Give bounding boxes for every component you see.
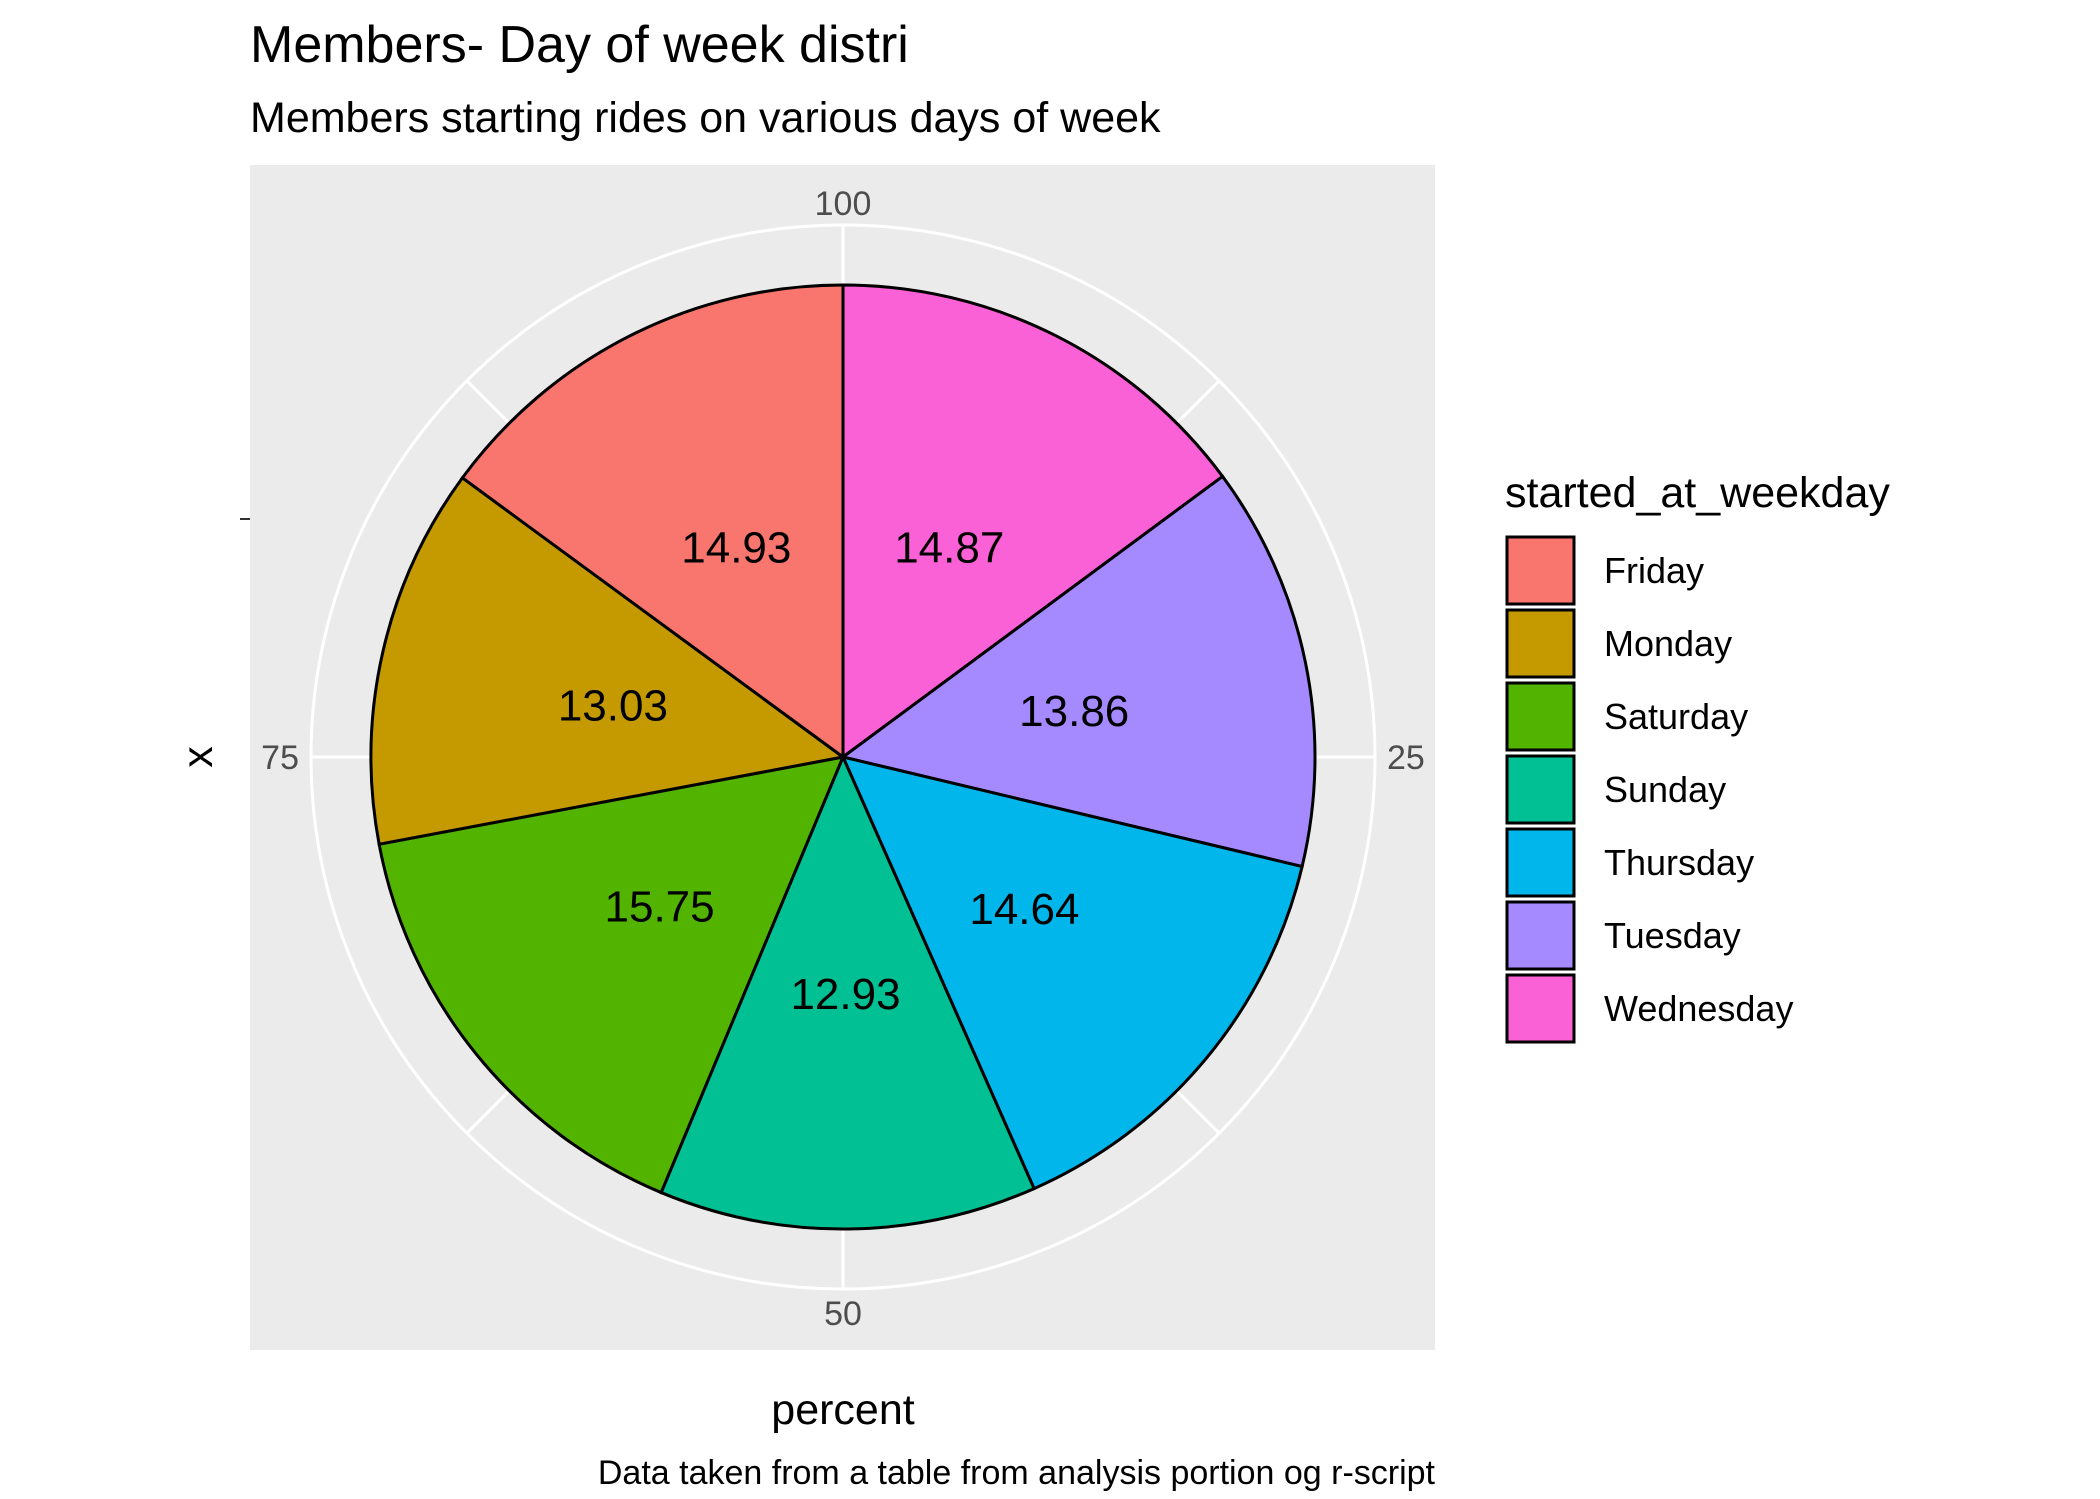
slice-thursday [840, 754, 1304, 1191]
polar-grid [309, 223, 1377, 1291]
legend-label-sunday: Sunday [1604, 769, 1726, 810]
data-label-sunday: 12.93 [790, 970, 900, 1019]
pie-slices [369, 283, 1317, 1231]
legend-key-wednesday [1505, 973, 1576, 1044]
chart-subtitle: Members starting rides on various days o… [250, 94, 1161, 142]
theta-tick-label: 25 [1387, 739, 1425, 777]
legend-label-monday: Monday [1604, 623, 1732, 664]
slice-monday [369, 475, 847, 846]
theta-tick-label: 75 [261, 739, 299, 777]
theta-ticks: 100 25 50 75 [261, 185, 1425, 1333]
data-label-friday: 14.93 [681, 523, 791, 572]
legend-key-saturday [1505, 681, 1576, 752]
y-axis-title: x [174, 746, 222, 768]
legend-label-saturday: Saturday [1604, 696, 1748, 737]
legend-key-monday [1505, 608, 1576, 679]
slice-sunday [659, 753, 1037, 1231]
legend-label-tuesday: Tuesday [1604, 915, 1741, 956]
theta-tick-label: 50 [824, 1295, 862, 1333]
legend-label-friday: Friday [1604, 550, 1704, 591]
data-label-thursday: 14.64 [969, 885, 1079, 934]
legend-label-thursday: Thursday [1604, 842, 1754, 883]
legend-key-sunday [1505, 754, 1576, 825]
data-label-monday: 13.03 [558, 682, 668, 731]
data-label-tuesday: 13.86 [1019, 687, 1129, 736]
legend: Friday Monday Saturday Sunday Thursday Tuesda… [1505, 535, 1793, 1044]
data-label-saturday: 15.75 [605, 882, 715, 931]
legend-key-tuesday [1505, 900, 1576, 971]
legend-label-wednesday: Wednesday [1604, 988, 1793, 1029]
data-label-wednesday: 14.87 [894, 523, 1004, 572]
x-axis-title: percent [771, 1386, 914, 1434]
grid-spoke [1175, 379, 1221, 425]
slice-tuesday [839, 474, 1317, 869]
theta-tick-label: 100 [815, 185, 872, 223]
legend-key-friday [1505, 535, 1576, 606]
slice-wednesday [841, 283, 1225, 760]
slice-saturday [377, 755, 846, 1195]
chart-caption: Data taken from a table from analysis po… [598, 1454, 1436, 1492]
slice-value-labels: 14.87 13.86 14.64 12.93 15.75 13.03 14.93 [558, 523, 1129, 1019]
grid-spoke [465, 379, 511, 425]
chart-title: Members- Day of week distri [250, 16, 909, 74]
legend-title: started_at_weekday [1505, 469, 1890, 517]
grid-spoke [465, 1089, 511, 1135]
legend-key-thursday [1505, 827, 1576, 898]
grid-spoke [1175, 1089, 1221, 1135]
slice-friday [460, 283, 845, 760]
